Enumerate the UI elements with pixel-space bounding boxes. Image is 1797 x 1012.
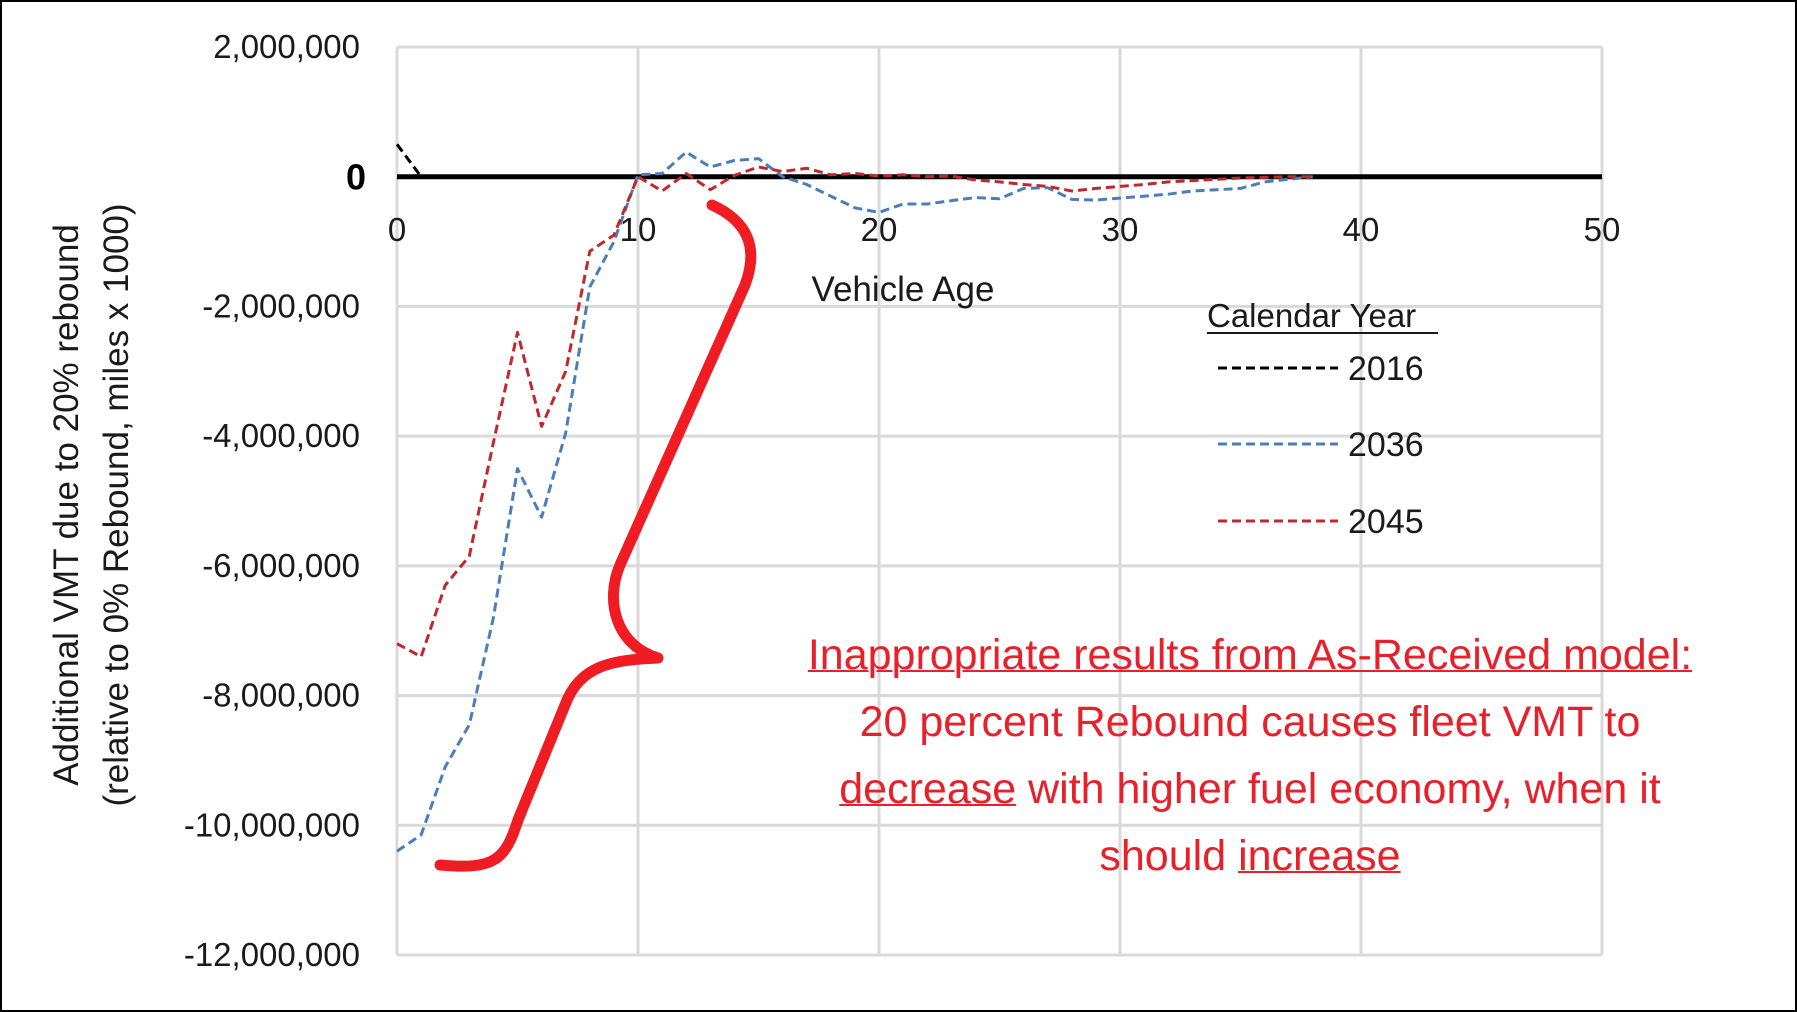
series-line-2016 xyxy=(395,143,423,178)
y-tick-label: -8,000,000 xyxy=(202,677,360,714)
x-tick-label: 30 xyxy=(1102,211,1139,248)
x-axis-ticks: 0 10 20 30 40 50 xyxy=(388,211,1621,248)
legend-label-2036: 2036 xyxy=(1348,426,1424,464)
y-tick-label: -6,000,000 xyxy=(202,547,360,584)
annotation-text: Inappropriate results from As-Received m… xyxy=(730,622,1770,890)
y-tick-label: 2,000,000 xyxy=(213,28,360,65)
x-tick-label: 10 xyxy=(620,211,657,248)
x-tick-label: 0 xyxy=(388,211,406,248)
annotation-increase-word: increase xyxy=(1238,832,1401,880)
series-line-2045 xyxy=(396,165,1313,659)
series-line-2036 xyxy=(396,150,1313,853)
annotation-line-2: decrease with higher fuel economy, when … xyxy=(730,756,1770,823)
annotation-decrease-word: decrease xyxy=(839,765,1017,813)
y-tick-label: -10,000,000 xyxy=(184,806,360,843)
brace-annotation-icon xyxy=(434,199,757,872)
y-tick-label: -2,000,000 xyxy=(202,287,360,324)
x-tick-label: 20 xyxy=(861,211,898,248)
annotation-line-1: 20 percent Rebound causes fleet VMT to xyxy=(859,698,1641,746)
y-tick-label: -4,000,000 xyxy=(202,417,360,454)
y-axis-title: Additional VMT due to 20% rebound xyxy=(47,224,86,786)
annotation-line-3-prefix: should xyxy=(1099,832,1239,880)
x-axis-title: Vehicle Age xyxy=(812,270,995,309)
legend: Calendar Year 2016 2036 2045 xyxy=(1207,297,1438,541)
zero-baseline-label: 0 xyxy=(346,157,366,198)
legend-label-2016: 2016 xyxy=(1348,350,1424,388)
annotation-line-2-rest: with higher fuel economy, when it xyxy=(1016,765,1661,813)
x-tick-label: 50 xyxy=(1584,211,1621,248)
y-axis-ticks: 2,000,000 -2,000,000 -4,000,000 -6,000,000 -… xyxy=(184,28,360,973)
x-tick-label: 40 xyxy=(1343,211,1380,248)
series-layer xyxy=(395,143,1313,853)
y-axis-subtitle: (relative to 0% Rebound, miles x 1000) xyxy=(97,203,136,806)
annotation-heading: Inappropriate results from As-Received m… xyxy=(807,631,1693,679)
annotation-line-3: should increase xyxy=(730,823,1770,890)
y-tick-label: -12,000,000 xyxy=(184,936,360,973)
legend-label-2045: 2045 xyxy=(1348,503,1424,541)
legend-title: Calendar Year xyxy=(1207,297,1416,334)
